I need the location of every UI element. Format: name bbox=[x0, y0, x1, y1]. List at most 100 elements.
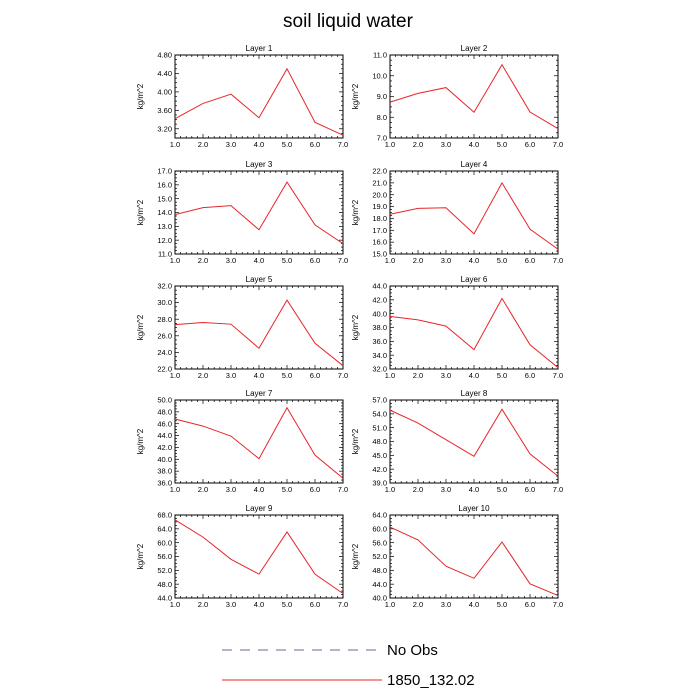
panel-title: Layer 7 bbox=[246, 389, 273, 398]
x-tick-label: 5.0 bbox=[497, 600, 507, 609]
plot-frame bbox=[389, 399, 559, 484]
y-tick-label: 3.20 bbox=[157, 124, 172, 133]
x-tick-label: 5.0 bbox=[497, 140, 507, 149]
plot-frame bbox=[389, 285, 559, 370]
series-line-layer-9 bbox=[174, 519, 344, 594]
x-tick-label: 2.0 bbox=[413, 600, 423, 609]
x-tick-label: 3.0 bbox=[226, 140, 236, 149]
x-tick-label: 5.0 bbox=[497, 371, 507, 380]
y-tick-label: 34.0 bbox=[372, 351, 387, 360]
x-tick-label: 4.0 bbox=[469, 140, 479, 149]
x-tick-label: 1.0 bbox=[385, 256, 395, 265]
y-tick-label: 18.0 bbox=[372, 214, 387, 223]
x-tick-label: 7.0 bbox=[338, 600, 348, 609]
panel-layer-10: Layer 10 1.0 2.0 3.0 4.0 5.0 6.0 7.0 40.0 44.0 48.… bbox=[351, 504, 563, 609]
y-axis-label: kg/m^2 bbox=[351, 199, 360, 225]
plot-frame bbox=[174, 514, 344, 599]
panel-layer-3: Layer 3 1.0 2.0 3.0 4.0 5.0 6.0 7.0 11.0 12.0 13.0… bbox=[136, 160, 348, 265]
panel-title: Layer 3 bbox=[246, 160, 273, 169]
y-tick-label: 13.0 bbox=[157, 222, 172, 231]
x-tick-label: 2.0 bbox=[198, 371, 208, 380]
x-tick-label: 7.0 bbox=[338, 485, 348, 494]
y-tick-label: 4.80 bbox=[157, 51, 172, 60]
y-tick-label: 36.0 bbox=[157, 479, 172, 488]
y-axis-label: kg/m^2 bbox=[351, 314, 360, 340]
series-line-layer-3 bbox=[174, 181, 344, 245]
x-tick-label: 7.0 bbox=[338, 256, 348, 265]
y-tick-label: 32.0 bbox=[157, 282, 172, 291]
y-tick-label: 54.0 bbox=[372, 409, 387, 418]
y-tick-label: 17.0 bbox=[372, 226, 387, 235]
y-tick-label: 9.0 bbox=[377, 92, 387, 101]
y-axis-label: kg/m^2 bbox=[351, 543, 360, 569]
series-line-layer-4 bbox=[389, 181, 559, 250]
x-tick-label: 1.0 bbox=[170, 256, 180, 265]
x-tick-label: 5.0 bbox=[497, 485, 507, 494]
y-tick-label: 22.0 bbox=[157, 365, 172, 374]
y-tick-label: 8.0 bbox=[377, 113, 387, 122]
panel-title: Layer 2 bbox=[461, 44, 488, 53]
y-tick-label: 50.0 bbox=[157, 396, 172, 405]
x-tick-label: 6.0 bbox=[310, 485, 320, 494]
plot-frame bbox=[389, 54, 559, 139]
y-tick-label: 16.0 bbox=[372, 238, 387, 247]
x-tick-label: 5.0 bbox=[282, 600, 292, 609]
x-tick-label: 2.0 bbox=[198, 485, 208, 494]
panel-title: Layer 4 bbox=[461, 160, 488, 169]
series-line-layer-7 bbox=[174, 406, 344, 479]
y-tick-label: 64.0 bbox=[157, 524, 172, 533]
x-tick-label: 2.0 bbox=[413, 140, 423, 149]
panel-layer-6: Layer 6 1.0 2.0 3.0 4.0 5.0 6.0 7.0 32.0 34.0 36.0… bbox=[351, 275, 563, 380]
x-tick-label: 3.0 bbox=[226, 485, 236, 494]
panel-layer-8: Layer 8 1.0 2.0 3.0 4.0 5.0 6.0 7.0 39.0 42.0 45.0… bbox=[351, 389, 563, 494]
y-tick-label: 16.0 bbox=[157, 180, 172, 189]
y-axis-label: kg/m^2 bbox=[351, 83, 360, 109]
x-tick-label: 1.0 bbox=[385, 140, 395, 149]
x-tick-label: 3.0 bbox=[226, 256, 236, 265]
y-tick-label: 44.0 bbox=[372, 580, 387, 589]
x-tick-label: 4.0 bbox=[254, 600, 264, 609]
x-tick-label: 7.0 bbox=[553, 140, 563, 149]
x-tick-label: 4.0 bbox=[469, 485, 479, 494]
x-tick-label: 4.0 bbox=[254, 371, 264, 380]
y-tick-label: 39.0 bbox=[372, 479, 387, 488]
legend-series-label: 1850_132.02 bbox=[387, 672, 475, 689]
y-tick-label: 48.0 bbox=[372, 566, 387, 575]
y-axis-label: kg/m^2 bbox=[351, 428, 360, 454]
y-tick-label: 42.0 bbox=[157, 443, 172, 452]
x-tick-label: 4.0 bbox=[254, 256, 264, 265]
y-tick-label: 64.0 bbox=[372, 511, 387, 520]
y-tick-label: 52.0 bbox=[372, 552, 387, 561]
y-tick-label: 42.0 bbox=[372, 295, 387, 304]
y-tick-label: 12.0 bbox=[157, 236, 172, 245]
x-tick-label: 6.0 bbox=[310, 371, 320, 380]
y-tick-label: 24.0 bbox=[157, 348, 172, 357]
x-tick-label: 1.0 bbox=[385, 371, 395, 380]
plot-frame bbox=[174, 54, 344, 139]
x-tick-label: 2.0 bbox=[413, 256, 423, 265]
panel-title: Layer 10 bbox=[458, 504, 490, 513]
x-tick-label: 2.0 bbox=[198, 140, 208, 149]
x-tick-label: 7.0 bbox=[338, 371, 348, 380]
y-tick-label: 44.0 bbox=[157, 594, 172, 603]
panels-container: Layer 1 1.0 2.0 3.0 4.0 5.0 6.0 7.0 3.20 3.60 4.00… bbox=[136, 44, 563, 609]
y-tick-label: 7.0 bbox=[377, 134, 387, 143]
panel-layer-7: Layer 7 1.0 2.0 3.0 4.0 5.0 6.0 7.0 36.0 38.0 40.0… bbox=[136, 389, 348, 494]
y-tick-label: 52.0 bbox=[157, 566, 172, 575]
y-tick-label: 30.0 bbox=[157, 298, 172, 307]
series-line-layer-2 bbox=[389, 63, 559, 130]
panel-layer-5: Layer 5 1.0 2.0 3.0 4.0 5.0 6.0 7.0 22.0 24.0 26.0… bbox=[136, 275, 348, 380]
x-tick-label: 1.0 bbox=[170, 140, 180, 149]
y-tick-label: 48.0 bbox=[157, 407, 172, 416]
y-tick-label: 56.0 bbox=[372, 538, 387, 547]
x-tick-label: 6.0 bbox=[525, 600, 535, 609]
x-tick-label: 5.0 bbox=[282, 371, 292, 380]
x-tick-label: 4.0 bbox=[254, 485, 264, 494]
plot-frame bbox=[174, 399, 344, 484]
x-tick-label: 6.0 bbox=[525, 256, 535, 265]
y-tick-label: 40.0 bbox=[372, 309, 387, 318]
x-tick-label: 5.0 bbox=[282, 485, 292, 494]
y-tick-label: 38.0 bbox=[372, 323, 387, 332]
plot-frame bbox=[389, 170, 559, 255]
